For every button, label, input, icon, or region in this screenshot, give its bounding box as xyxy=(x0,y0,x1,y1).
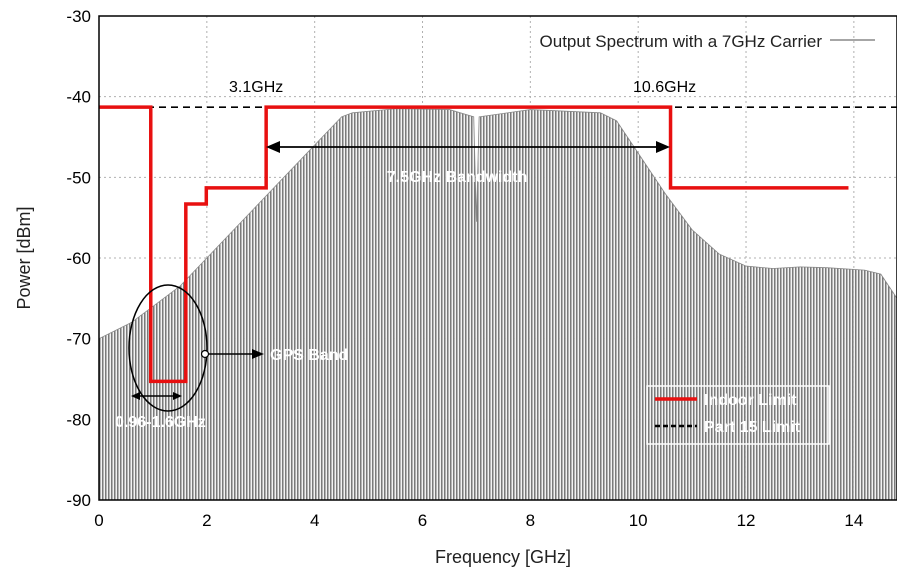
annotation-10-6ghz: 10.6GHz xyxy=(633,79,696,96)
annotation-gps-band: GPS Band xyxy=(270,347,348,364)
gps-band-pointer-arrow xyxy=(209,349,264,359)
y-tick-label: -70 xyxy=(66,330,91,349)
y-tick-label: -50 xyxy=(66,168,91,187)
axis-ticks: 0 2 4 6 8 10 12 14 -90 -80 -70 -60 -50 -40 -30 xyxy=(66,7,863,530)
gps-band-pointer-dot xyxy=(200,349,210,359)
y-tick-label: -80 xyxy=(66,410,91,429)
x-tick-label: 6 xyxy=(418,511,427,530)
x-tick-label: 12 xyxy=(737,511,756,530)
bandwidth-arrow xyxy=(266,141,670,153)
x-tick-label: 14 xyxy=(844,511,863,530)
spectrum-legend-label: Output Spectrum with a 7GHz Carrier xyxy=(540,32,823,51)
x-tick-label: 2 xyxy=(202,511,211,530)
y-tick-label: -40 xyxy=(66,88,91,107)
gps-range-arrow xyxy=(131,392,182,400)
x-tick-label: 0 xyxy=(94,511,103,530)
annotation-3-1ghz: 3.1GHz xyxy=(229,79,283,96)
x-axis-title: Frequency [GHz] xyxy=(435,547,571,567)
limit-legend-frame xyxy=(646,385,830,445)
y-axis-title: Power [dBm] xyxy=(14,206,34,309)
y-tick-label: -90 xyxy=(66,491,91,510)
plot-frame xyxy=(98,15,897,501)
legend-part15-label: Part 15 Limit xyxy=(704,419,801,436)
limit-legend: Indoor Limit Part 15 Limit xyxy=(646,385,830,445)
annotation-gps-range: 0.96-1.6GHz xyxy=(115,414,206,431)
spectrum-area xyxy=(99,108,897,500)
y-tick-label: -30 xyxy=(66,7,91,26)
gps-band-ellipse xyxy=(128,284,208,412)
x-tick-label: 4 xyxy=(310,511,319,530)
x-tick-label: 10 xyxy=(629,511,648,530)
indoor-limit-line xyxy=(99,105,849,384)
legend-indoor-label: Indoor Limit xyxy=(704,392,797,409)
annotation-bandwidth: 7.5GHz Bandwidth xyxy=(387,169,527,186)
y-tick-label: -60 xyxy=(66,249,91,268)
x-tick-label: 8 xyxy=(526,511,535,530)
